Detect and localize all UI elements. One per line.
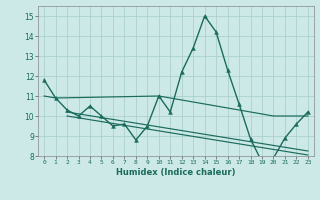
X-axis label: Humidex (Indice chaleur): Humidex (Indice chaleur)	[116, 168, 236, 177]
